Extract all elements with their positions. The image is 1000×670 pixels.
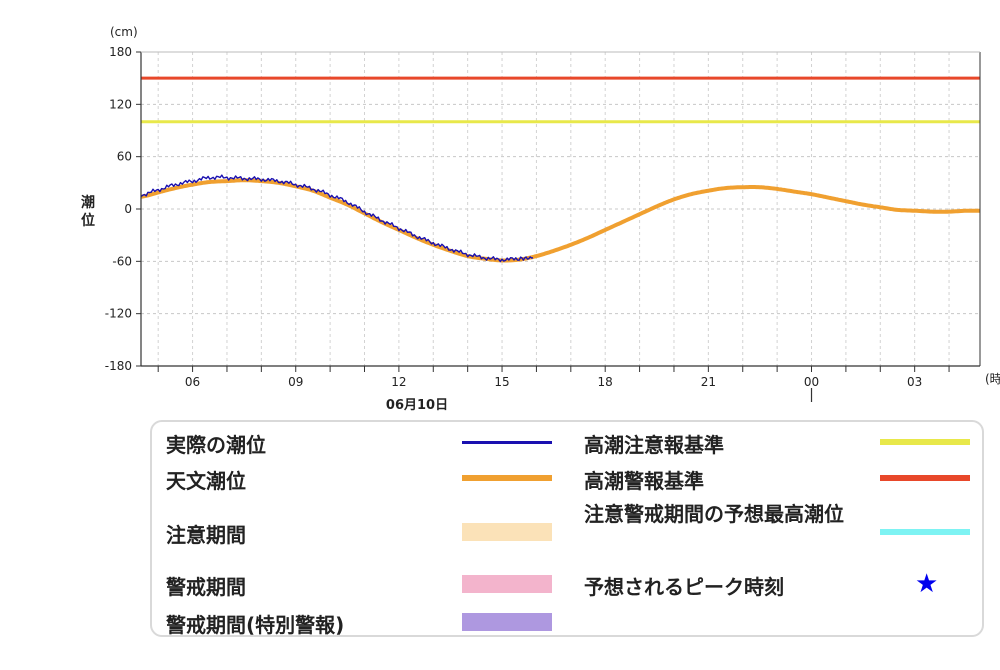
star-icon: ★: [915, 569, 939, 599]
legend-label: 予想されるピーク時刻: [584, 575, 784, 599]
y-tick-label: 180: [109, 45, 132, 59]
y-tick-label: 60: [117, 150, 132, 164]
legend-swatch-line: [880, 439, 970, 445]
x-tick-label: 00: [804, 375, 819, 389]
series-lines: [140, 174, 981, 263]
date-label: 06月10日: [386, 398, 448, 413]
legend-swatch-line: [462, 440, 552, 444]
astronomical-tide-line: [140, 178, 981, 263]
legend-label: 注意警戒期間の予想最高潮位: [584, 502, 844, 526]
y-axis-title-char: 潮: [81, 194, 95, 211]
y-unit-label: (cm): [110, 25, 138, 39]
observed-tide-line: [140, 174, 534, 263]
legend: 実際の潮位天文潮位注意期間警戒期間警戒期間(特別警報) 高潮注意報基準 高潮警報基…: [150, 420, 984, 637]
legend-label: 注意期間: [166, 523, 246, 547]
legend-swatch-line: [462, 475, 552, 481]
x-tick-label: 06: [185, 375, 200, 389]
legend-label: 高潮警報基準: [584, 469, 704, 493]
y-tick-label: -60: [112, 254, 132, 268]
legend-swatch-box: [462, 575, 552, 593]
legend-swatch-box: [462, 613, 552, 631]
legend-label: 実際の潮位: [166, 433, 266, 457]
legend-label: 警戒期間: [166, 575, 246, 599]
x-tick-label: 09: [288, 375, 303, 389]
y-tick-label: 120: [109, 97, 132, 111]
y-tick-label: -180: [105, 359, 132, 373]
y-tick-label: -120: [105, 307, 132, 321]
grid-lines: [141, 51, 980, 367]
tide-chart: 180 120 60 0 -60 -120 -180 06 09 12 15 18 21 00 03 (cm)…: [81, 25, 1000, 413]
threshold-lines: [141, 76, 980, 124]
x-tick-label: 18: [598, 375, 613, 389]
y-axis-title-char: 位: [81, 212, 95, 229]
legend-swatch-line: [880, 529, 970, 535]
legend-label: 警戒期間(特別警報): [166, 613, 345, 637]
x-unit-label: (時: [985, 372, 1000, 386]
axis-labels: 180 120 60 0 -60 -120 -180 06 09 12 15 18 21 00 03 (cm)…: [81, 25, 1000, 413]
x-tick-label: 12: [391, 375, 406, 389]
x-tick-label: 03: [907, 375, 922, 389]
x-tick-label: 15: [494, 375, 509, 389]
x-tick-label: 21: [701, 375, 716, 389]
axes: [136, 51, 981, 402]
legend-label: 高潮注意報基準: [584, 433, 724, 457]
legend-swatch-box: [462, 523, 552, 541]
legend-label: 天文潮位: [166, 469, 246, 493]
y-tick-label: 0: [124, 202, 132, 216]
legend-swatch-line: [880, 475, 970, 481]
